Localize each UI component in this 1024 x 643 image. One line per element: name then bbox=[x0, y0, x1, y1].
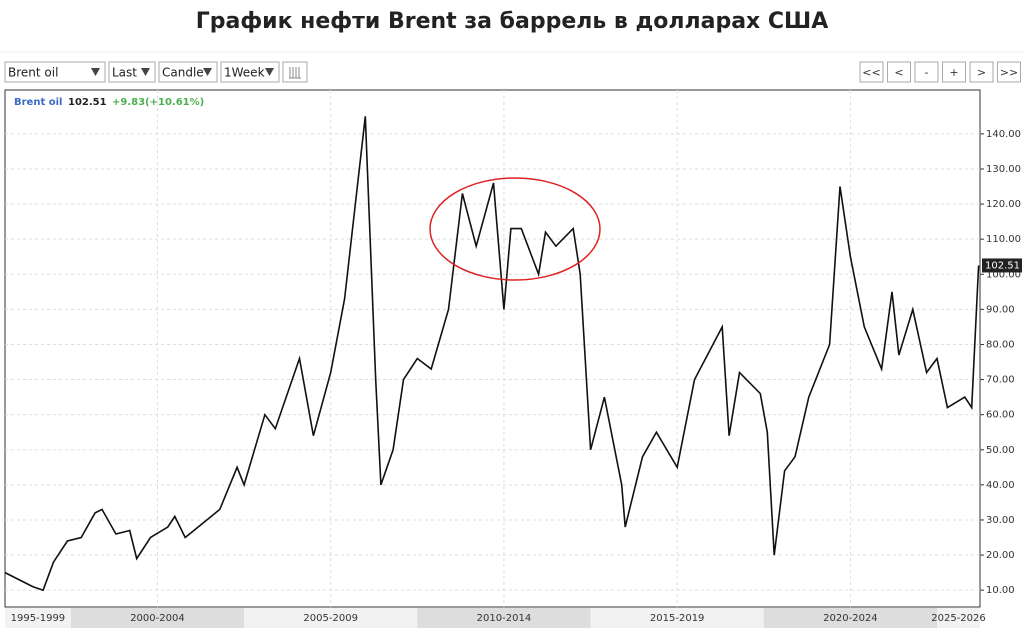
dropdown-label: 1Week bbox=[224, 66, 265, 80]
y-tick-label: 80.00 bbox=[986, 339, 1015, 350]
annotation-circle bbox=[429, 177, 601, 281]
nav-button[interactable] bbox=[942, 61, 966, 83]
x-band-label: 2015-2019 bbox=[650, 613, 705, 624]
y-tick-label: 10.00 bbox=[986, 585, 1015, 596]
last-price-label: 102.51 bbox=[985, 260, 1020, 271]
grid: 10.00 20.00 30.00 40.00 50.00 60.00 70.00 80.00… bbox=[5, 90, 1021, 607]
nav-button-label: >> bbox=[1000, 66, 1018, 79]
toolbar: Brent oil Last Candle 1Week << < - + > >> bbox=[4, 61, 1021, 83]
dropdown-arrow bbox=[91, 68, 100, 76]
nav-button-label: < bbox=[894, 66, 903, 79]
legend-change: +9.83(+10.61%) bbox=[112, 97, 204, 108]
chart-settings-button[interactable] bbox=[282, 61, 308, 83]
x-band bbox=[763, 608, 938, 628]
y-tick-label: 60.00 bbox=[986, 410, 1015, 421]
dropdown-arrow bbox=[265, 68, 274, 76]
nav-button-label: - bbox=[925, 66, 929, 79]
nav-button[interactable] bbox=[859, 61, 884, 83]
x-band-label: 2025-2026 bbox=[931, 613, 986, 624]
x-band-label: 2010-2014 bbox=[477, 613, 532, 624]
y-tick-label: 50.00 bbox=[986, 445, 1015, 456]
x-band bbox=[70, 608, 245, 628]
settings-icon bbox=[289, 67, 301, 79]
y-tick-label: 30.00 bbox=[986, 515, 1015, 526]
last-price-tag bbox=[982, 258, 1022, 273]
legend-name: Brent oil bbox=[14, 97, 62, 108]
dropdown-label: Candle bbox=[162, 66, 204, 80]
nav-button[interactable] bbox=[914, 61, 939, 83]
dropdown-arrow bbox=[203, 68, 212, 76]
x-band-label: 2020-2024 bbox=[823, 613, 878, 624]
y-tick-label: 20.00 bbox=[986, 550, 1015, 561]
price-line bbox=[4, 116, 980, 592]
chart-title: График нефти Brent за баррель в долларах… bbox=[196, 9, 829, 34]
dropdown[interactable] bbox=[4, 61, 106, 83]
y-tick-label: 110.00 bbox=[986, 234, 1021, 245]
dropdown-arrow bbox=[141, 68, 150, 76]
nav-button[interactable] bbox=[969, 61, 994, 83]
nav-button[interactable] bbox=[997, 61, 1021, 83]
y-tick-label: 120.00 bbox=[986, 199, 1021, 210]
nav-button[interactable] bbox=[887, 61, 911, 83]
x-band bbox=[937, 608, 980, 628]
y-tick-label: 140.00 bbox=[986, 129, 1021, 140]
nav-button-label: + bbox=[949, 66, 958, 79]
x-band-label: 2005-2009 bbox=[303, 613, 358, 624]
dropdown-label: Last bbox=[112, 66, 137, 80]
x-band-label: 2000-2004 bbox=[130, 613, 185, 624]
plot-frame bbox=[4, 89, 981, 608]
x-band bbox=[244, 608, 418, 628]
dropdown[interactable] bbox=[220, 61, 280, 83]
x-band bbox=[417, 608, 591, 628]
y-tick-label: 40.00 bbox=[986, 480, 1015, 491]
dropdown[interactable] bbox=[158, 61, 218, 83]
x-band-label: 1995-1999 bbox=[11, 613, 66, 624]
nav-button-label: > bbox=[977, 66, 986, 79]
legend-value: 102.51 bbox=[68, 97, 107, 108]
marks: 102.51 bbox=[4, 116, 1022, 592]
dropdown[interactable] bbox=[108, 61, 156, 83]
y-tick-label: 100.00 bbox=[986, 269, 1021, 280]
x-bands: 1995-1999 2000-2004 2005-2009 2010-2014 2015… bbox=[5, 608, 986, 628]
x-band bbox=[5, 608, 71, 628]
nav-button-label: << bbox=[862, 66, 880, 79]
y-tick-label: 130.00 bbox=[986, 164, 1021, 175]
y-tick-label: 90.00 bbox=[986, 304, 1015, 315]
dropdown-label: Brent oil bbox=[8, 66, 58, 80]
y-tick-label: 70.00 bbox=[986, 375, 1015, 386]
x-band bbox=[590, 608, 764, 628]
